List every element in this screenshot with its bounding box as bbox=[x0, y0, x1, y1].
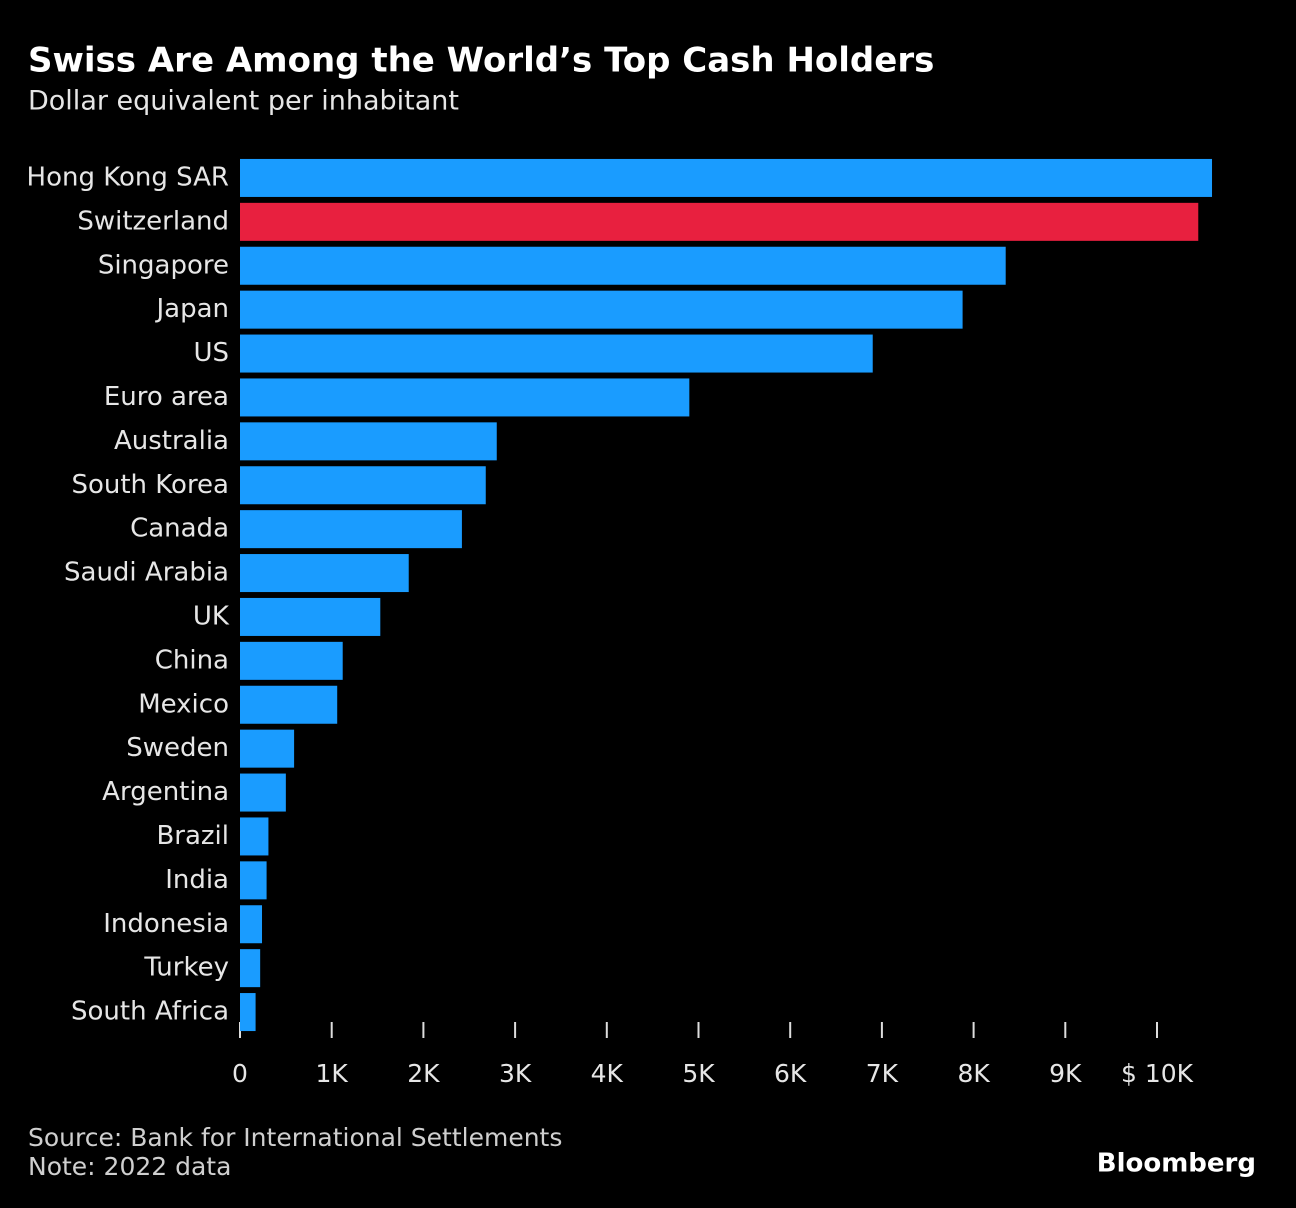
bar bbox=[240, 334, 873, 373]
bar bbox=[240, 729, 295, 768]
x-tick-label: 6K bbox=[774, 1059, 807, 1088]
bar bbox=[240, 861, 267, 900]
y-tick-label: China bbox=[155, 645, 229, 675]
bar bbox=[240, 597, 381, 636]
bar bbox=[240, 905, 263, 944]
note: Note: 2022 data bbox=[28, 1152, 231, 1181]
x-tick-label: $ 10K bbox=[1121, 1059, 1194, 1088]
bar bbox=[240, 378, 690, 417]
bar bbox=[240, 290, 963, 329]
y-tick-label: Euro area bbox=[104, 382, 229, 412]
bar bbox=[240, 949, 261, 988]
y-tick-label: Japan bbox=[154, 294, 229, 324]
bar bbox=[240, 246, 1006, 285]
x-tick-label: 0 bbox=[232, 1059, 248, 1088]
y-tick-label: Turkey bbox=[143, 953, 229, 983]
y-tick-label: Sweden bbox=[126, 733, 229, 763]
y-tick-label: Saudi Arabia bbox=[64, 558, 229, 588]
x-tick-label: 1K bbox=[316, 1059, 349, 1088]
bar bbox=[240, 422, 497, 461]
y-tick-label: South Africa bbox=[71, 997, 229, 1027]
brand: Bloomberg bbox=[1097, 1149, 1256, 1179]
bar bbox=[240, 685, 338, 724]
bar bbox=[240, 158, 1213, 197]
bar bbox=[240, 641, 343, 680]
x-tick-label: 2K bbox=[407, 1059, 440, 1088]
y-tick-label: US bbox=[193, 338, 229, 368]
y-tick-label: UK bbox=[193, 601, 230, 631]
bar bbox=[240, 466, 486, 505]
chart-title: Swiss Are Among the World’s Top Cash Hol… bbox=[28, 41, 934, 81]
bar bbox=[240, 993, 256, 1032]
y-tick-label: Canada bbox=[130, 514, 229, 544]
source: Source: Bank for International Settlemen… bbox=[28, 1123, 562, 1152]
y-tick-label: Argentina bbox=[102, 777, 229, 807]
bar bbox=[240, 817, 269, 856]
y-tick-label: India bbox=[165, 865, 229, 895]
bar bbox=[240, 510, 462, 549]
y-tick-label: Switzerland bbox=[77, 206, 229, 236]
bar bbox=[240, 773, 286, 812]
chart-subtitle: Dollar equivalent per inhabitant bbox=[28, 86, 459, 117]
y-tick-label: Indonesia bbox=[103, 909, 229, 939]
y-tick-label: Brazil bbox=[156, 821, 229, 851]
x-tick-label: 9K bbox=[1049, 1059, 1082, 1088]
bar bbox=[240, 554, 409, 593]
x-tick-label: 7K bbox=[866, 1059, 899, 1088]
y-tick-label: Australia bbox=[114, 426, 229, 456]
y-tick-label: Singapore bbox=[98, 250, 229, 280]
x-tick-label: 8K bbox=[957, 1059, 990, 1088]
x-tick-label: 4K bbox=[591, 1059, 624, 1088]
y-tick-label: South Korea bbox=[71, 470, 229, 500]
x-tick-label: 5K bbox=[682, 1059, 715, 1088]
y-tick-label: Mexico bbox=[138, 689, 229, 719]
x-tick-label: 3K bbox=[499, 1059, 532, 1088]
y-tick-label: Hong Kong SAR bbox=[27, 162, 229, 192]
bar bbox=[240, 202, 1199, 241]
